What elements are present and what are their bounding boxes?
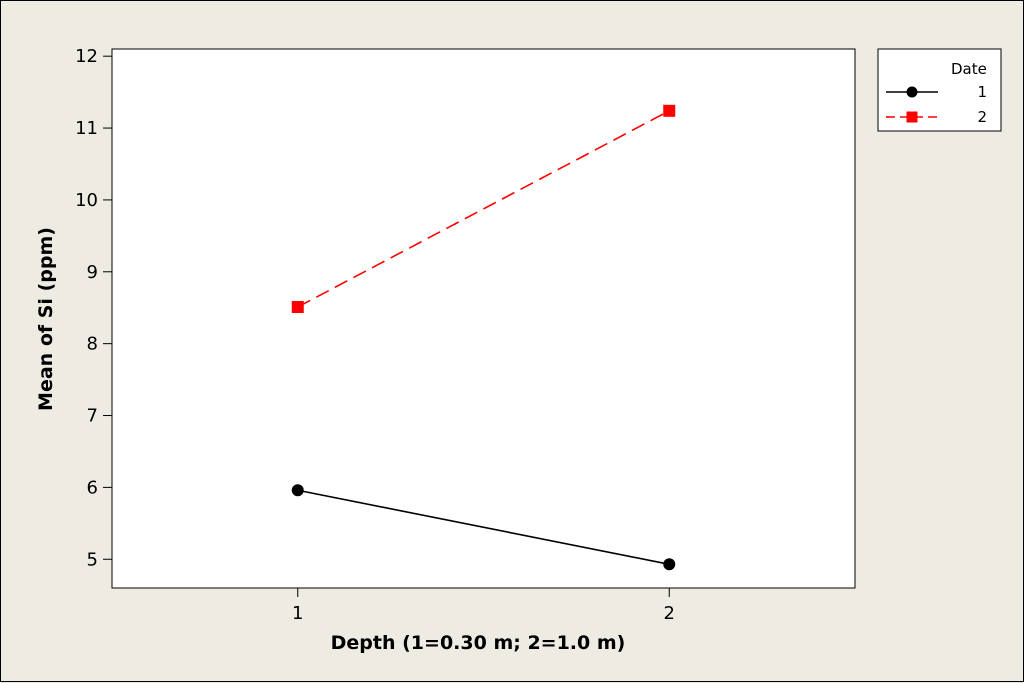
y-tick-label: 11 [75,118,98,139]
series-2-point [663,104,676,117]
legend-marker [906,111,918,123]
y-tick-label: 8 [87,334,98,355]
y-tick-label: 5 [87,549,98,570]
series-1 [291,484,676,571]
legend-title: Date [951,60,987,78]
series-2-point [291,301,304,314]
legend-item-1: 1 [886,83,987,101]
series-layer [291,104,676,571]
y-tick-label: 9 [87,262,98,283]
series-2-line [297,110,670,308]
x-tick-label: 1 [292,603,303,624]
y-tick-label: 6 [87,477,98,498]
x-tick-label: 2 [664,603,675,624]
y-axis: 5 6 7 8 9 10 11 12 [75,46,112,570]
series-2 [291,104,676,314]
legend-label: 2 [977,108,987,126]
y-tick-label: 10 [75,190,98,211]
series-1-line [297,489,670,566]
y-axis-title: Mean of Si (ppm) [35,227,57,411]
y-tick-label: 7 [87,406,98,427]
legend-marker [906,86,918,98]
legend: Date 1 2 [877,48,1002,132]
series-1-point [663,558,676,571]
legend-label: 1 [977,83,987,101]
x-axis-title: Depth (1=0.30 m; 2=1.0 m) [331,632,626,654]
series-1-point [291,484,304,497]
y-tick-label: 12 [75,46,98,67]
legend-box [877,48,1002,132]
plot-area [111,48,856,589]
legend-item-2: 2 [886,108,987,126]
